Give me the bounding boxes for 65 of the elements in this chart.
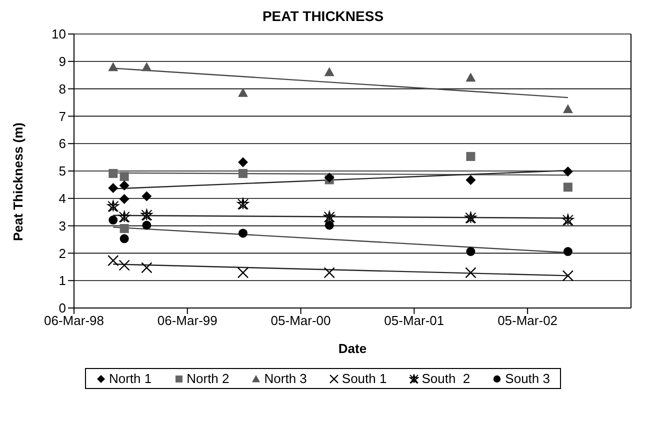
y-tick-label: 2 — [58, 246, 66, 261]
point — [142, 191, 152, 202]
point — [324, 267, 335, 278]
y-tick-label: 4 — [58, 191, 66, 206]
y-tick-label: 6 — [58, 136, 66, 152]
point — [466, 175, 476, 186]
y-tick-label: 1 — [58, 273, 66, 288]
x-tick-label: 05-Mar-01 — [384, 313, 444, 328]
y-tick-label: 9 — [58, 54, 66, 70]
point — [238, 228, 248, 238]
point — [108, 168, 118, 178]
point — [466, 152, 476, 161]
point — [108, 182, 118, 193]
point — [466, 72, 476, 82]
point — [238, 157, 248, 168]
point — [118, 260, 130, 271]
point — [464, 212, 476, 224]
point — [324, 211, 336, 223]
point — [140, 209, 152, 221]
point — [237, 267, 249, 278]
point — [238, 88, 248, 97]
point — [119, 180, 130, 191]
point — [108, 62, 118, 72]
y-tick-label: 0 — [58, 300, 66, 316]
x-tick-label: 06-Mar-98 — [44, 313, 104, 328]
x-tick-label: 05-Mar-00 — [270, 313, 331, 328]
y-tick-label: 7 — [58, 108, 66, 124]
legend-label: South 3 — [505, 371, 550, 386]
legend-label: North 2 — [186, 371, 230, 386]
point — [562, 166, 573, 177]
legend-label: North 3 — [264, 371, 307, 386]
legend-label: South 2 — [422, 371, 470, 386]
point — [119, 194, 130, 204]
point — [141, 262, 152, 274]
point — [324, 67, 334, 76]
x-tick-label: 06-Mar-99 — [157, 313, 218, 328]
y-tick-label: 10 — [52, 26, 66, 42]
point — [563, 247, 572, 256]
point — [120, 172, 129, 181]
point — [466, 247, 476, 256]
point — [142, 220, 152, 230]
point — [118, 211, 130, 223]
x-axis-title: Date — [338, 341, 367, 356]
point — [562, 270, 574, 282]
point — [324, 172, 334, 183]
y-axis-title: Peat Thickness (m) — [10, 122, 26, 241]
y-tick-label: 8 — [58, 81, 66, 96]
point — [465, 267, 476, 278]
x-tick-label: 05-Mar-02 — [498, 313, 558, 328]
point — [108, 255, 119, 266]
point — [107, 200, 119, 212]
chart-title: PEAT THICKNESS — [261, 8, 385, 24]
point — [120, 234, 129, 244]
legend-label: South 1 — [342, 371, 387, 386]
point — [237, 198, 249, 210]
point — [324, 220, 334, 230]
point — [238, 168, 248, 178]
point — [562, 104, 573, 114]
point — [563, 182, 572, 192]
point — [108, 216, 118, 225]
y-tick-label: 5 — [58, 164, 66, 179]
y-tick-label: 3 — [58, 218, 66, 234]
point — [142, 62, 152, 72]
legend-label: North 1 — [108, 371, 152, 386]
point — [120, 224, 129, 234]
